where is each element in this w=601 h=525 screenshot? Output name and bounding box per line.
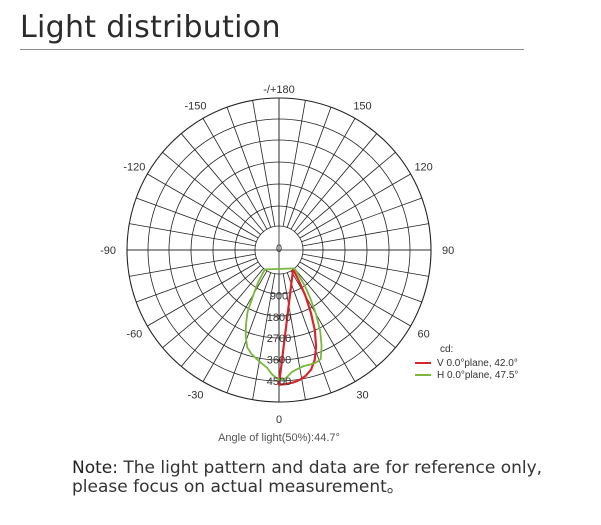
grid-spoke [129,223,256,247]
grid-spoke [297,265,396,349]
grid-spoke [299,261,411,327]
series-v-curve [277,268,318,386]
angle-label: 150 [353,100,371,112]
grid-spoke [202,118,268,230]
grid-spoke [226,272,272,393]
grid-spoke [294,133,378,232]
legend: cd: V 0.0°plane, 42.0°H 0.0°plane, 47.5° [415,344,518,381]
grid-spoke [129,253,256,277]
radial-tick-label: 900 [270,290,288,302]
angle-label: -90 [100,245,116,257]
grid-spoke [301,197,422,243]
angle-label: 120 [414,162,432,174]
beam-angle-caption: Angle of light(50%):44.7° [218,432,340,444]
radial-tick-label: 3600 [267,355,291,367]
legend-unit-label: cd: [440,344,453,355]
grid-spoke [226,107,272,228]
grid-spoke [297,151,396,235]
radial-tick-label: 4500 [267,376,291,388]
grid-spoke [162,151,261,235]
note-line-1: The light pattern and data are for refer… [117,458,543,478]
grid-spoke [162,265,261,349]
series-h-curve [244,267,323,381]
grid-spoke [147,261,259,327]
grid-spoke [147,173,259,239]
grid-spoke [302,253,429,277]
disclaimer-note: Note: The light pattern and data are for… [72,459,542,497]
grid-spoke [301,257,422,303]
angle-label: -/+180 [263,84,295,96]
grid-spoke [286,107,332,228]
radial-tick-labels: 0 900 1800 2700 3600 4500 [267,243,291,388]
angle-label: 0 [276,414,282,426]
legend-entry: H 0.0°plane, 47.5° [437,370,518,381]
note-lead: Note: [72,458,118,478]
radial-tick-label: 2700 [267,333,291,345]
angle-labels: -/+180 -150 150 -120 120 -90 90 -60 60 -30 30 0 [100,84,454,426]
angle-label: 60 [418,329,430,341]
grid-spoke [286,272,332,393]
angle-label: 30 [356,390,368,402]
angle-label: -60 [126,329,142,341]
radial-tick-label: 1800 [267,312,291,324]
legend-entry: V 0.0°plane, 42.0° [437,358,518,369]
page-title: Light distribution [20,10,281,45]
note-line-2: please focus on actual measurement。 [72,477,404,497]
angle-label: -30 [188,390,204,402]
grid-spoke [180,133,264,232]
angle-label: -150 [184,100,206,112]
grid-spoke [180,268,264,367]
grid-spoke [290,118,356,230]
grid-spoke [136,257,257,303]
grid-spoke [136,197,257,243]
distribution-curves [244,267,323,386]
angle-label: 90 [442,245,454,257]
grid-spoke [294,268,378,367]
title-divider [20,49,524,50]
grid-spoke [252,100,276,227]
angle-label: -120 [123,162,145,174]
grid-spoke [302,223,429,247]
grid-spoke [299,173,411,239]
grid-spoke [282,100,306,227]
grid-spoke [252,273,276,400]
radial-tick-label: 0 [276,243,282,255]
